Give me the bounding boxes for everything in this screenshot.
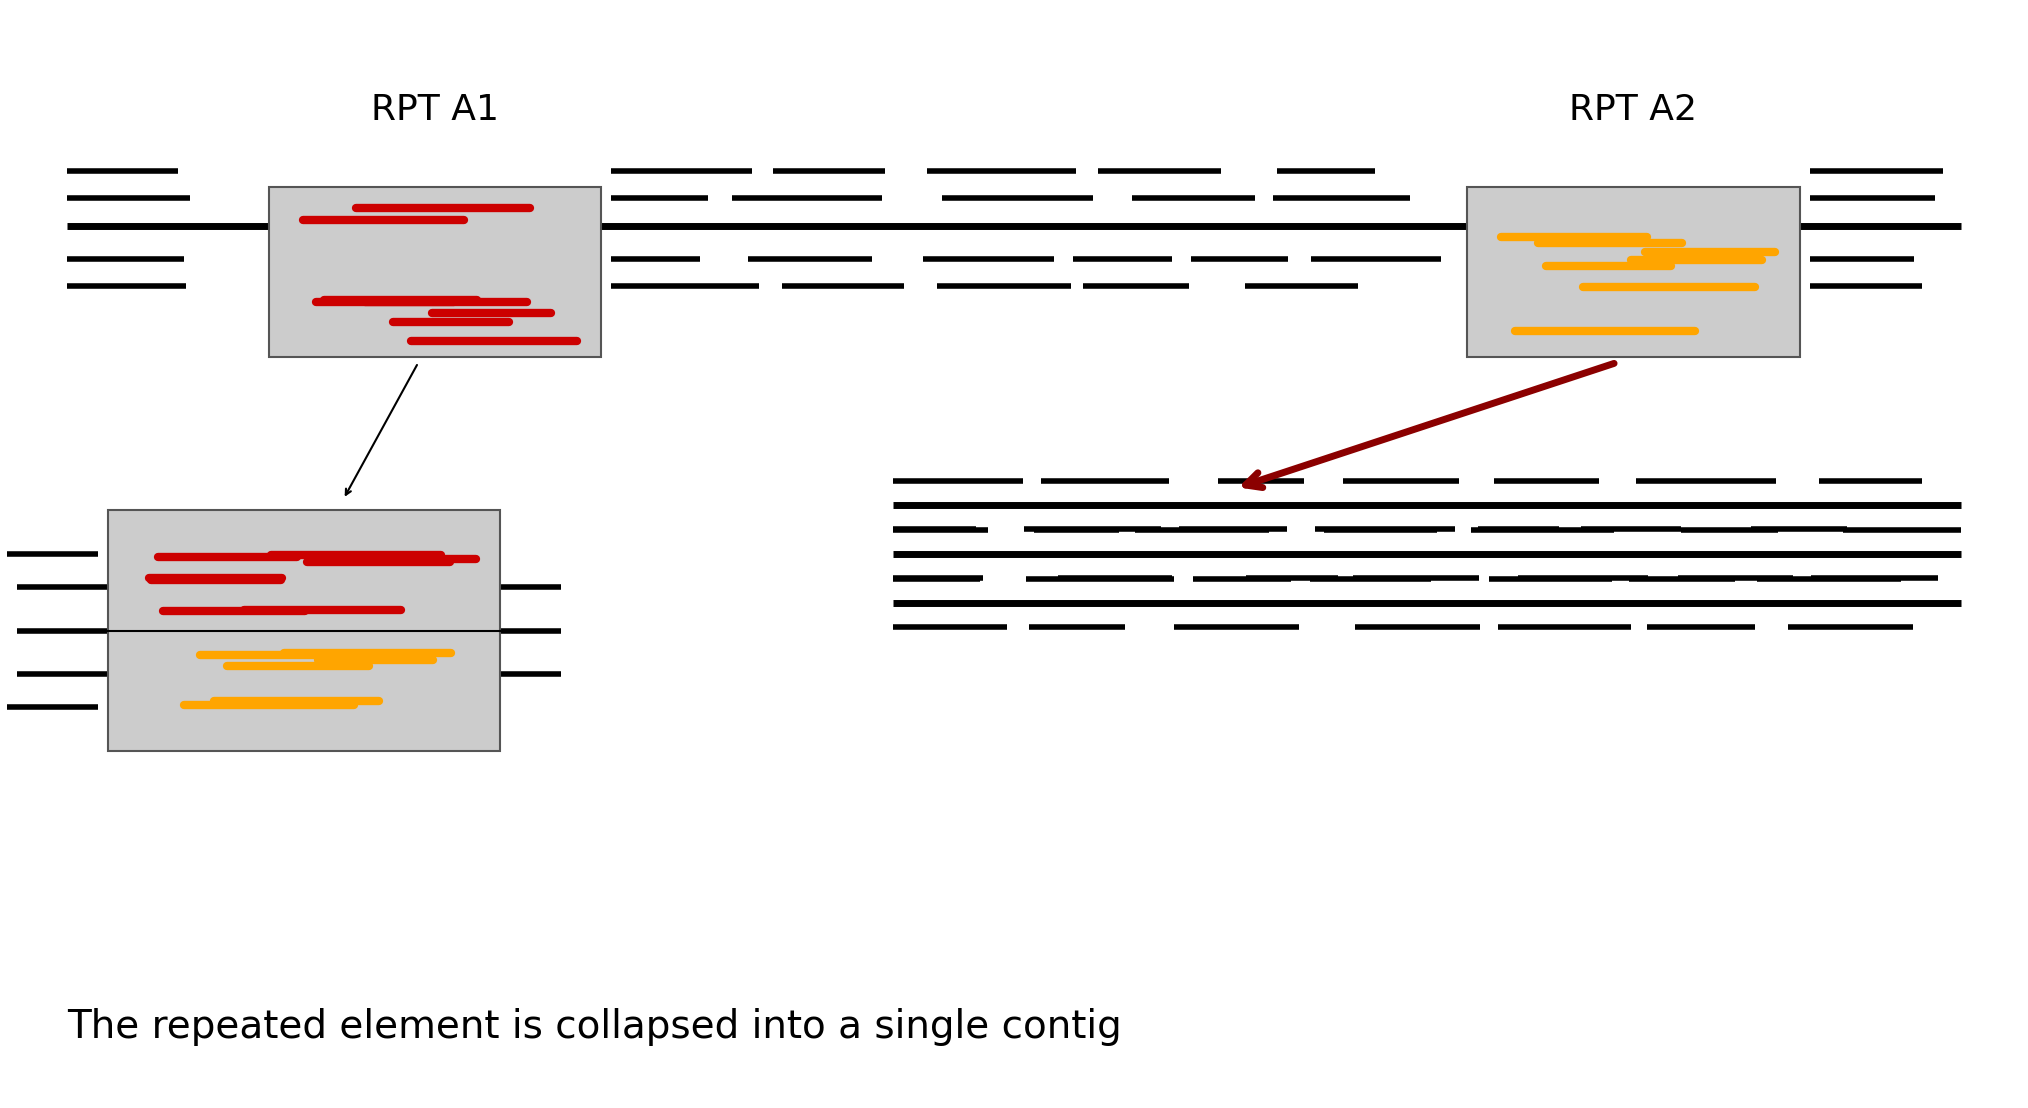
Text: RPT A1: RPT A1 — [371, 93, 499, 127]
Bar — [270, 209, 600, 234]
Bar — [1466, 187, 1799, 357]
Bar — [1466, 209, 1799, 234]
Text: The repeated element is collapsed into a single contig: The repeated element is collapsed into a… — [67, 1008, 1121, 1046]
Bar — [107, 511, 501, 751]
Bar — [270, 187, 600, 357]
Text: RPT A2: RPT A2 — [1570, 93, 1697, 127]
